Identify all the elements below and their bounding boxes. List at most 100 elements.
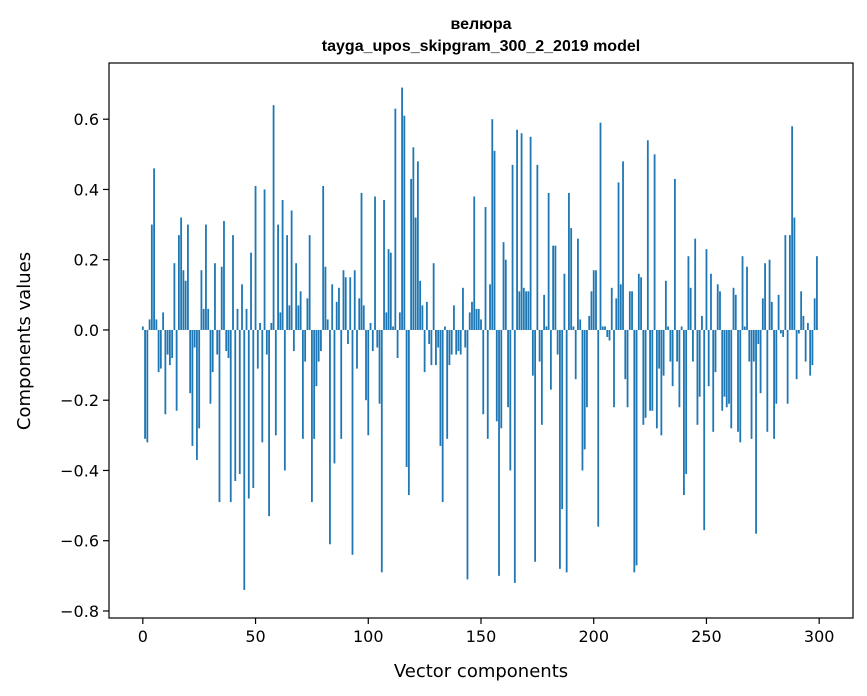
- bar: [732, 287, 735, 330]
- bar: [608, 329, 611, 341]
- bar: [270, 322, 273, 330]
- bar: [259, 322, 261, 330]
- bar: [290, 210, 293, 330]
- bar: [705, 249, 708, 330]
- bar: [369, 322, 372, 330]
- bar: [306, 298, 309, 330]
- bar: [283, 329, 286, 471]
- x-tick-label: 200: [578, 627, 609, 646]
- bar: [714, 329, 717, 373]
- bar: [200, 270, 203, 330]
- bar: [292, 329, 295, 352]
- bar: [556, 329, 559, 355]
- bar: [809, 329, 812, 376]
- bar: [610, 287, 613, 330]
- bar: [649, 329, 651, 411]
- bar: [737, 329, 739, 432]
- bar: [241, 284, 243, 330]
- bar: [308, 235, 311, 330]
- bar: [723, 329, 726, 397]
- x-tick-label: 0: [138, 627, 148, 646]
- bar: [437, 329, 440, 348]
- bar: [644, 329, 647, 418]
- bar: [617, 182, 620, 330]
- x-tick-label: 150: [466, 627, 497, 646]
- bar: [606, 329, 609, 337]
- bar: [746, 266, 748, 330]
- bar: [405, 329, 408, 467]
- bar: [568, 192, 570, 330]
- bar: [141, 326, 144, 330]
- bar: [398, 312, 401, 330]
- bar: [624, 329, 627, 380]
- bar: [180, 217, 183, 330]
- bar: [159, 329, 162, 369]
- bar: [698, 329, 701, 397]
- bar: [552, 245, 555, 330]
- bar: [421, 305, 424, 330]
- bar: [344, 277, 347, 330]
- bar: [642, 329, 645, 425]
- bar: [362, 305, 365, 330]
- bar: [448, 329, 451, 366]
- bar: [513, 329, 516, 583]
- bar: [692, 329, 694, 362]
- bar: [250, 252, 252, 330]
- bar: [263, 189, 266, 330]
- x-tick-label: 50: [245, 627, 265, 646]
- bar: [389, 252, 392, 330]
- bar: [586, 329, 588, 408]
- bar: [322, 185, 325, 330]
- bar: [637, 273, 640, 330]
- bar: [673, 178, 676, 330]
- bar: [425, 301, 428, 330]
- bar: [238, 329, 241, 474]
- bar: [495, 329, 498, 422]
- bar: [493, 150, 496, 330]
- bar: [816, 256, 818, 330]
- bar: [572, 326, 575, 330]
- bar: [635, 329, 638, 566]
- x-tick-label: 250: [691, 627, 722, 646]
- bar: [360, 192, 363, 330]
- bar: [743, 326, 746, 330]
- bar: [685, 329, 688, 474]
- bar: [766, 329, 769, 432]
- bar: [416, 161, 419, 330]
- bar: [565, 329, 568, 573]
- y-axis-label: Components values: [14, 252, 35, 430]
- y-tick-label: −0.6: [60, 532, 99, 551]
- y-tick-label: 0.6: [74, 110, 99, 129]
- bar: [423, 329, 426, 373]
- bar: [205, 224, 207, 330]
- bar: [703, 329, 706, 531]
- bar: [518, 291, 521, 330]
- bar: [403, 115, 406, 330]
- bar: [502, 242, 505, 330]
- bar: [509, 329, 512, 471]
- y-tick-label: −0.8: [60, 602, 99, 621]
- bar: [516, 129, 518, 330]
- bar: [376, 329, 379, 348]
- bar: [441, 329, 444, 503]
- bar: [196, 329, 198, 460]
- bar: [198, 329, 201, 429]
- bar: [707, 329, 710, 387]
- bar: [599, 122, 602, 330]
- bar: [387, 249, 390, 330]
- bar: [374, 196, 376, 330]
- bar: [459, 329, 462, 355]
- bar: [678, 329, 681, 408]
- bar: [622, 161, 624, 330]
- bar: [175, 329, 178, 411]
- x-tick-label: 100: [353, 627, 384, 646]
- bar: [407, 329, 410, 496]
- bar: [477, 308, 480, 330]
- bar: [559, 329, 561, 569]
- bar: [759, 329, 762, 394]
- bar: [719, 291, 721, 330]
- y-axis-ticks: −0.8 −0.6 −0.4 −0.2 0.0 0.2 0.4 0.6: [60, 110, 109, 621]
- bar: [435, 329, 437, 366]
- bar: [155, 319, 158, 330]
- bar: [279, 312, 282, 330]
